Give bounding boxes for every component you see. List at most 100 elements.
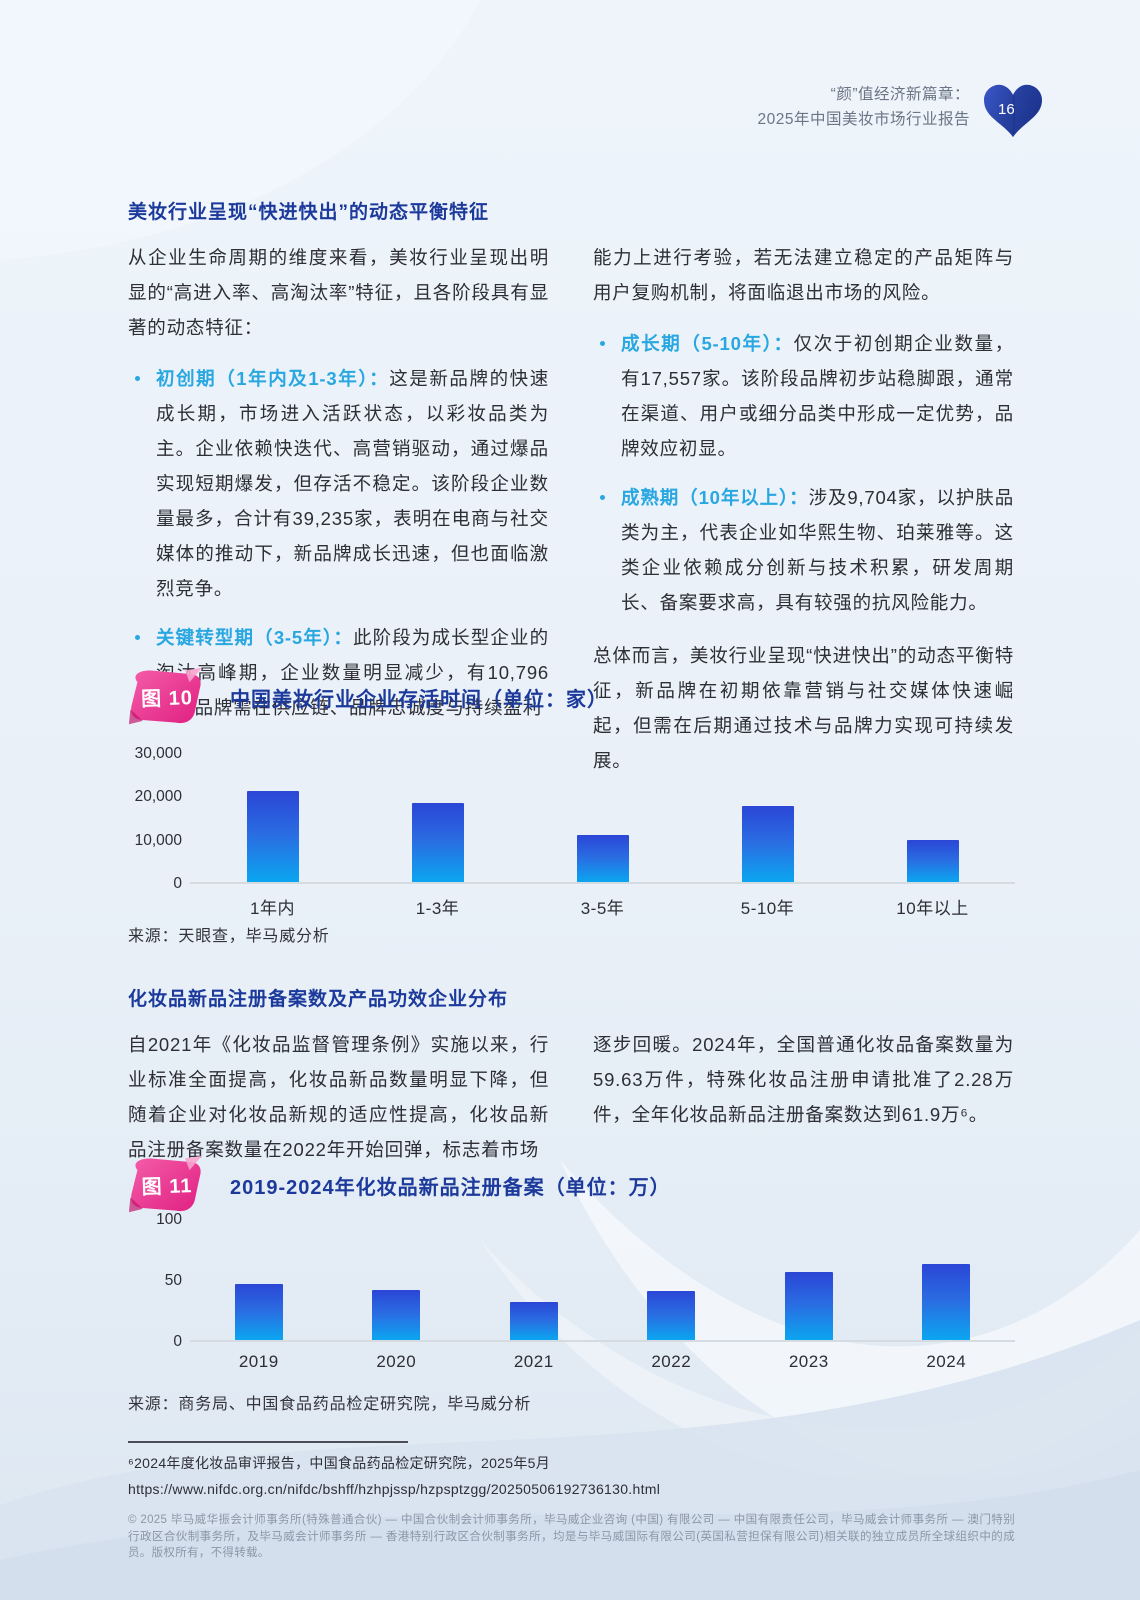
chart11-x-axis: 2019 2020 2021 2022 2023 2024 [190, 1352, 1015, 1372]
bar-column [740, 1271, 878, 1340]
section2-right-text: 逐步回暖。2024年，全国普通化妆品备案数量为59.63万件，特殊化妆品注册申请… [593, 1034, 1014, 1125]
bar [741, 805, 794, 882]
bar-column [685, 805, 850, 882]
x-tick-label: 2024 [926, 1352, 967, 1371]
page-number-heart: 16 [984, 84, 1042, 138]
page-number: 16 [998, 101, 1015, 118]
bar [246, 791, 299, 882]
page-header: “颜”值经济新篇章： 2025年中国美妆市场行业报告 16 [758, 82, 1042, 138]
x-tick-label: 2023 [788, 1352, 829, 1371]
chart10-bars [190, 752, 1015, 882]
chart-survival-time: 0 10,000 20,000 30,000 1年内 1-3年 3-5年 5-10年 10年以… [128, 745, 1015, 919]
pink-brush-icon [128, 1155, 203, 1213]
footnote: ⁶2024年度化妆品审评报告，中国食品药品检定研究院，2025年5月 https… [128, 1450, 1015, 1502]
chart11-bars [190, 1218, 1015, 1340]
figure11-source: 来源：商务局、中国食品药品检定研究院，毕马威分析 [128, 1396, 532, 1413]
footnote-citation: ⁶2024年度化妆品审评报告，中国食品药品检定研究院，2025年5月 [128, 1455, 551, 1471]
bar [647, 1291, 696, 1340]
x-tick-label: 1-3年 [415, 899, 460, 918]
chart-registrations: 0 50 100 2019 2020 2021 2022 2023 2024 [128, 1211, 1015, 1372]
bar [411, 802, 464, 882]
bullet-text: 这是新品牌的快速成长期，市场进入活跃状态，以彩妆品类为主。企业依赖快迭代、高营销… [156, 368, 550, 599]
chart11-y-axis: 0 50 100 [128, 1211, 190, 1350]
figure10-header: 图 10 中国美妆行业企业存活时间（单位：家） [127, 667, 608, 728]
section1-right-column: 能力上进行考验，若无法建立稳定的产品矩阵与用户复购机制，将面临退出市场的风险。 … [593, 240, 1014, 792]
figure10-badge-label: 图 10 [140, 687, 194, 711]
figure10-title: 中国美妆行业企业存活时间（单位：家） [230, 688, 608, 711]
figure10-badge: 图 10 [127, 667, 205, 728]
bar [372, 1289, 421, 1340]
lifecycle-bullet-list-right: 成长期（5-10年）：仅次于初创期企业数量，有17,557家。该阶段品牌初步站稳… [593, 326, 1014, 620]
section2-heading: 化妆品新品注册备案数及产品功效企业分布 [128, 989, 509, 1010]
bar-column [850, 839, 1015, 882]
bar [576, 835, 629, 882]
bar-column [878, 1264, 1016, 1340]
bar-column [520, 835, 685, 882]
x-tick-label: 2019 [238, 1352, 279, 1371]
figure11-badge: 图 11 [127, 1155, 205, 1216]
bar [906, 839, 959, 882]
section1-summary: 总体而言，美妆行业呈现“快进快出”的动态平衡特征，新品牌在初期依靠营销与社交媒体… [593, 645, 1014, 771]
section2-right-column: 逐步回暖。2024年，全国普通化妆品备案数量为59.63万件，特殊化妆品注册申请… [593, 1027, 1014, 1181]
x-tick-label: 2021 [513, 1352, 554, 1371]
report-title: “颜”值经济新篇章： 2025年中国美妆市场行业报告 [758, 82, 970, 132]
bullet-transition-stage: 关键转型期（3-5年）：此阶段为成长型企业的淘汰高峰期，企业数量明显减少，有10… [128, 620, 549, 725]
lifecycle-bullet-list-left: 初创期（1年内及1-3年）：这是新品牌的快速成长期，市场进入活跃状态，以彩妆品类… [128, 361, 549, 725]
bullet-text: 涉及9,704家，以护肤品类为主，代表企业如华熙生物、珀莱雅等。这类企业依赖成分… [621, 487, 1014, 613]
x-tick-label: 10年以上 [896, 899, 969, 918]
figure11-badge-label: 图 11 [141, 1175, 193, 1199]
section1-continuation: 能力上进行考验，若无法建立稳定的产品矩阵与用户复购机制，将面临退出市场的风险。 [593, 247, 1014, 303]
section1-columns: 从企业生命周期的维度来看，美妆行业呈现出明显的“高进入率、高淘汰率”特征，且各阶… [128, 240, 1015, 792]
chart10-y-axis: 0 10,000 20,000 30,000 [128, 745, 190, 892]
bullet-term: 成长期（5-10年）： [621, 333, 794, 354]
chart10-x-axis: 1年内 1-3年 3-5年 5-10年 10年以上 [190, 894, 1015, 919]
footnote-divider [128, 1441, 408, 1443]
x-tick-label: 5-10年 [740, 899, 795, 918]
chart10-plot-area [190, 752, 1015, 884]
bar-column [355, 802, 520, 882]
bar [922, 1264, 971, 1340]
y-tick-label: 20,000 [134, 788, 182, 806]
figure10-source: 来源：天眼查，毕马威分析 [128, 928, 330, 945]
bullet-growth-stage: 成长期（5-10年）：仅次于初创期企业数量，有17,557家。该阶段品牌初步站稳… [593, 326, 1014, 466]
bar-column [190, 1283, 328, 1340]
chart11-plot-area [190, 1218, 1015, 1342]
bullet-text: 仅次于初创期企业数量，有17,557家。该阶段品牌初步站稳脚跟，通常在渠道、用户… [621, 333, 1014, 459]
report-title-line2: 2025年中国美妆市场行业报告 [757, 111, 970, 128]
section1-heading: 美妆行业呈现“快进快出”的动态平衡特征 [128, 202, 490, 223]
section1-left-column: 从企业生命周期的维度来看，美妆行业呈现出明显的“高进入率、高淘汰率”特征，且各阶… [128, 240, 549, 792]
bullet-startup-stage: 初创期（1年内及1-3年）：这是新品牌的快速成长期，市场进入活跃状态，以彩妆品类… [128, 361, 549, 606]
copyright-footer: © 2025 毕马威华振会计师事务所(特殊普通合伙) — 中国合伙制会计师事务所… [128, 1514, 1015, 1559]
section2-left-text: 自2021年《化妆品监督管理条例》实施以来，行业标准全面提高，化妆品新品数量明显… [128, 1034, 549, 1160]
bar [784, 1271, 833, 1340]
x-tick-label: 2022 [651, 1352, 692, 1371]
section2-columns: 自2021年《化妆品监督管理条例》实施以来，行业标准全面提高，化妆品新品数量明显… [128, 1027, 1015, 1181]
bullet-term: 初创期（1年内及1-3年）： [156, 368, 390, 389]
footnote-url-link[interactable]: https://www.nifdc.org.cn/nifdc/bshff/hzh… [128, 1481, 661, 1497]
y-tick-label: 50 [164, 1272, 182, 1289]
figure11-title: 2019-2024年化妆品新品注册备案（单位：万） [230, 1176, 671, 1199]
bullet-text: 此阶段为成长型企业的淘汰高峰期，企业数量明显减少，有10,796家。品牌需在供应… [156, 627, 549, 718]
y-tick-label: 10,000 [134, 831, 182, 849]
section2-left-column: 自2021年《化妆品监督管理条例》实施以来，行业标准全面提高，化妆品新品数量明显… [128, 1027, 549, 1181]
bullet-term: 成熟期（10年以上）： [621, 487, 809, 508]
heart-icon [984, 84, 1042, 137]
bar [509, 1302, 558, 1340]
y-tick-label: 0 [173, 1333, 182, 1350]
bullet-term: 关键转型期（3-5年）： [156, 627, 353, 648]
bar-column [328, 1289, 466, 1340]
y-tick-label: 30,000 [134, 745, 182, 762]
figure11-header: 图 11 2019-2024年化妆品新品注册备案（单位：万） [127, 1155, 671, 1216]
section1-intro: 从企业生命周期的维度来看，美妆行业呈现出明显的“高进入率、高淘汰率”特征，且各阶… [128, 247, 549, 338]
bar [234, 1283, 283, 1340]
pink-brush-icon [128, 667, 203, 725]
y-tick-label: 0 [173, 875, 182, 892]
x-tick-label: 3-5年 [580, 899, 625, 918]
bar-column [190, 791, 355, 882]
x-tick-label: 2020 [376, 1352, 417, 1371]
bullet-mature-stage: 成熟期（10年以上）：涉及9,704家，以护肤品类为主，代表企业如华熙生物、珀莱… [593, 480, 1014, 620]
bar-column [465, 1302, 603, 1340]
